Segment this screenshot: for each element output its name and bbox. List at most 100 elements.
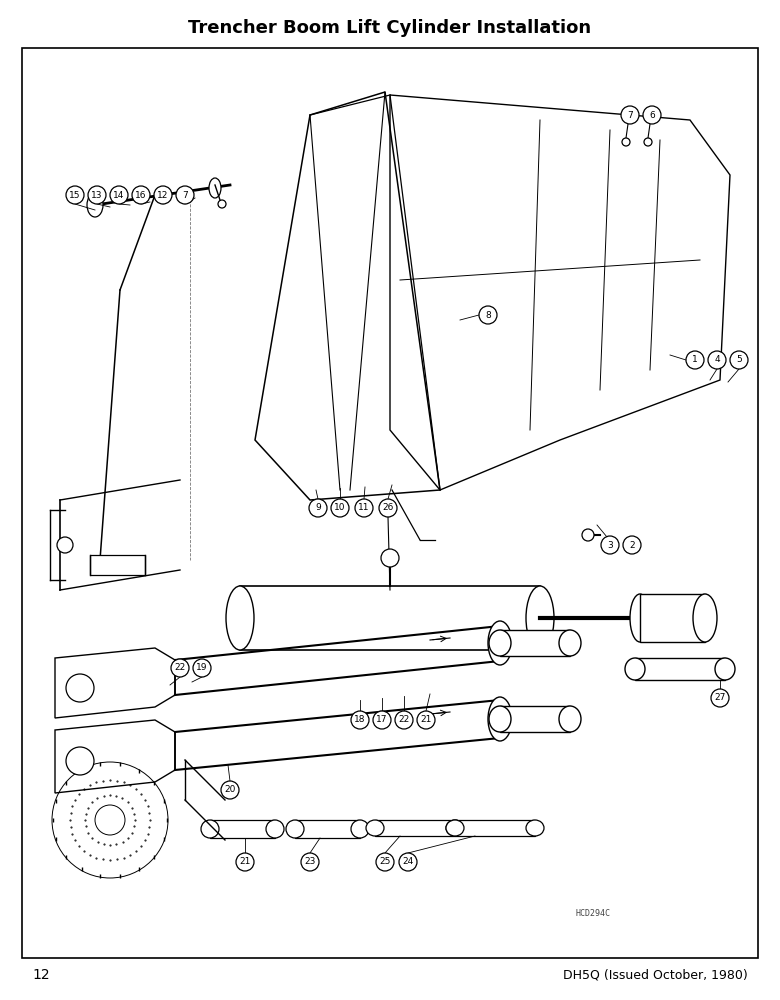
Text: 20: 20	[225, 786, 236, 794]
Text: 22: 22	[175, 664, 186, 672]
Text: 10: 10	[335, 504, 346, 512]
Circle shape	[351, 711, 369, 729]
Circle shape	[621, 106, 639, 124]
Circle shape	[66, 186, 84, 204]
Text: 26: 26	[382, 504, 394, 512]
Text: 3: 3	[607, 540, 613, 550]
Text: 18: 18	[354, 716, 366, 724]
Ellipse shape	[630, 594, 650, 642]
Circle shape	[399, 853, 417, 871]
Circle shape	[582, 529, 594, 541]
Ellipse shape	[489, 630, 511, 656]
Ellipse shape	[446, 820, 464, 836]
Ellipse shape	[201, 820, 219, 838]
Circle shape	[57, 537, 73, 553]
Circle shape	[686, 351, 704, 369]
Circle shape	[309, 499, 327, 517]
Ellipse shape	[526, 586, 554, 650]
Circle shape	[417, 711, 435, 729]
Text: 14: 14	[113, 190, 125, 200]
Text: 27: 27	[714, 694, 725, 702]
Circle shape	[381, 549, 399, 567]
Ellipse shape	[52, 762, 168, 878]
Ellipse shape	[95, 805, 125, 835]
Text: Trencher Boom Lift Cylinder Installation: Trencher Boom Lift Cylinder Installation	[189, 19, 591, 37]
Circle shape	[236, 853, 254, 871]
Circle shape	[176, 186, 194, 204]
Ellipse shape	[625, 658, 645, 680]
Ellipse shape	[209, 178, 221, 198]
Bar	[455, 820, 535, 836]
Circle shape	[730, 351, 748, 369]
Ellipse shape	[446, 820, 464, 836]
Circle shape	[395, 711, 413, 729]
Bar	[295, 820, 360, 838]
Circle shape	[301, 853, 319, 871]
Text: 17: 17	[376, 716, 388, 724]
Circle shape	[193, 659, 211, 677]
Circle shape	[373, 711, 391, 729]
Text: 8: 8	[485, 310, 491, 320]
Text: 2: 2	[629, 540, 635, 550]
Circle shape	[479, 306, 497, 324]
Circle shape	[154, 186, 172, 204]
Text: 21: 21	[239, 857, 250, 866]
Circle shape	[376, 853, 394, 871]
Circle shape	[66, 747, 94, 775]
Ellipse shape	[286, 820, 304, 838]
Ellipse shape	[488, 621, 512, 665]
Text: 16: 16	[135, 190, 147, 200]
Text: 7: 7	[182, 190, 188, 200]
Ellipse shape	[366, 820, 384, 836]
Text: HCD294C: HCD294C	[575, 908, 610, 918]
Bar	[240, 586, 540, 650]
Ellipse shape	[489, 706, 511, 732]
Circle shape	[218, 200, 226, 208]
Text: 12: 12	[158, 190, 168, 200]
Circle shape	[379, 499, 397, 517]
Circle shape	[66, 674, 94, 702]
Text: 13: 13	[91, 190, 103, 200]
Circle shape	[622, 138, 630, 146]
Circle shape	[644, 138, 652, 146]
Bar	[640, 594, 705, 642]
Circle shape	[708, 351, 726, 369]
Text: 22: 22	[399, 716, 410, 724]
Bar	[90, 555, 145, 575]
Ellipse shape	[266, 820, 284, 838]
Text: 4: 4	[714, 356, 720, 364]
Circle shape	[221, 781, 239, 799]
Text: 9: 9	[315, 504, 321, 512]
Text: 6: 6	[649, 110, 655, 119]
Text: 25: 25	[379, 857, 391, 866]
Circle shape	[88, 186, 106, 204]
Circle shape	[355, 499, 373, 517]
Text: 12: 12	[32, 968, 50, 982]
Text: 1: 1	[692, 356, 698, 364]
Bar	[210, 820, 275, 838]
Text: 24: 24	[402, 857, 413, 866]
Bar	[500, 630, 570, 656]
Circle shape	[110, 186, 128, 204]
Ellipse shape	[351, 820, 369, 838]
Circle shape	[601, 536, 619, 554]
Bar	[500, 706, 570, 732]
Circle shape	[331, 499, 349, 517]
Text: DH5Q (Issued October, 1980): DH5Q (Issued October, 1980)	[563, 968, 748, 982]
Ellipse shape	[87, 193, 103, 217]
Circle shape	[711, 689, 729, 707]
Text: 19: 19	[197, 664, 207, 672]
Text: 5: 5	[736, 356, 742, 364]
Ellipse shape	[559, 706, 581, 732]
Circle shape	[132, 186, 150, 204]
Ellipse shape	[488, 697, 512, 741]
Circle shape	[171, 659, 189, 677]
Ellipse shape	[693, 594, 717, 642]
Ellipse shape	[715, 658, 735, 680]
Ellipse shape	[226, 586, 254, 650]
Circle shape	[643, 106, 661, 124]
Text: 23: 23	[304, 857, 316, 866]
Circle shape	[623, 536, 641, 554]
Text: 21: 21	[420, 716, 431, 724]
Text: 11: 11	[358, 504, 370, 512]
